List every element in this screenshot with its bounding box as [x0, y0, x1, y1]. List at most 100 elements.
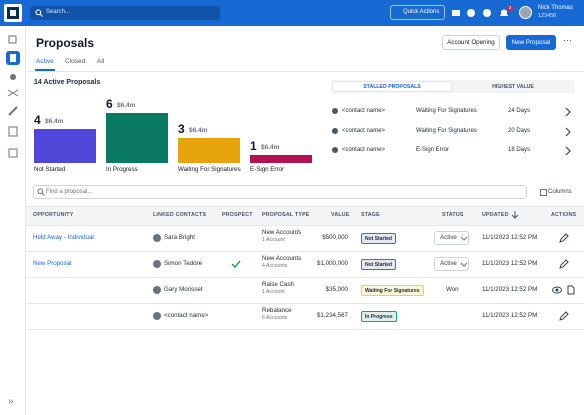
status-dropdown[interactable] [434, 231, 469, 245]
search-placeholder: Search... [46, 9, 71, 15]
summary-title: 14 Active Proposals [34, 79, 101, 86]
action-edit[interactable] [559, 233, 569, 243]
tab[interactable]: Closed [65, 58, 86, 65]
column-header: ACTIONS [551, 212, 577, 218]
tab[interactable]: Active [36, 58, 54, 65]
bar-label: E-Sign Error [250, 166, 285, 173]
contact-avatar [153, 234, 161, 242]
updated: 11/1/2023 12:52 PM [482, 260, 538, 267]
row-divider [26, 329, 584, 330]
header-button[interactable]: Account Opening [442, 35, 500, 50]
search-icon [35, 9, 43, 17]
updated: 11/1/2023 12:52 PM [482, 312, 538, 319]
proposal-type: New Accounts [262, 255, 302, 262]
stalled-contact: <contact name> [342, 108, 386, 114]
column-header: PROSPECT [222, 212, 253, 218]
value: $1,234,567 [317, 312, 348, 319]
contact-name: Simon Tedore [164, 260, 203, 267]
more-menu[interactable]: ··· [563, 35, 572, 45]
stalled-status: Waiting For Signatures [416, 127, 477, 134]
bar[interactable] [250, 154, 312, 163]
contact-name: Gary Morisset [164, 286, 203, 293]
updated: 11/1/2023 12:52 PM [482, 286, 538, 293]
header-button[interactable]: New Proposal [506, 35, 556, 50]
status-dropdown[interactable] [434, 257, 469, 271]
bar[interactable] [178, 137, 240, 163]
action-view[interactable] [552, 285, 562, 295]
proposal-type: New Accounts [262, 229, 302, 236]
user-id: 123456 [538, 13, 557, 19]
quick-actions-button[interactable] [390, 5, 445, 20]
row-divider [26, 277, 584, 278]
row-divider [26, 251, 584, 252]
sidebar-icons[interactable] [6, 33, 20, 163]
divider [26, 71, 584, 72]
find-box[interactable] [33, 185, 527, 199]
action-edit[interactable] [559, 259, 569, 269]
stalled-tab[interactable]: HIGHEST VALUE [492, 83, 534, 90]
status: Won [446, 286, 459, 293]
dropdown-caret [460, 262, 468, 267]
dropdown-caret [460, 236, 468, 241]
column-header: OPPORTUNITY [33, 212, 74, 218]
contact-name: <contact name> [164, 312, 209, 319]
top-icons[interactable] [452, 8, 516, 18]
stage-badge: In Progress [361, 311, 397, 322]
bar-count: 3 [178, 121, 185, 136]
value: $1,000,000 [317, 260, 348, 267]
status: Active [440, 260, 457, 267]
contact-avatar [153, 286, 161, 294]
sort-arrow [511, 211, 519, 219]
updated: 11/1/2023 12:52 PM [482, 234, 538, 241]
bar-label: Waiting For Signatures [178, 166, 241, 173]
stalled-days: 20 Days [508, 127, 531, 134]
action-document[interactable] [566, 285, 576, 295]
stalled-contact: <contact name> [342, 147, 386, 153]
bar[interactable] [34, 129, 96, 163]
stalled-status: Waiting For Signatures [416, 108, 477, 114]
chevron[interactable] [563, 127, 573, 137]
opportunity-link[interactable]: Held Away - Individual [33, 234, 94, 241]
bar-count: 1 [250, 138, 257, 153]
opportunity-link[interactable]: New Proposal [33, 260, 72, 267]
bar-amount: $6.4m [45, 118, 64, 126]
proposal-type: Raise Cash [262, 281, 294, 288]
chevron[interactable] [563, 146, 573, 156]
account-count: 1 Account [262, 289, 285, 295]
contact-avatar [332, 127, 338, 134]
stalled-tab[interactable]: STALLED PROPOSALS [363, 83, 421, 90]
find-icon [37, 188, 45, 196]
status: Active [440, 234, 457, 241]
columns-icon [540, 189, 547, 196]
stalled-days: 18 Days [508, 147, 531, 153]
user-name: Nick Thomas [538, 5, 573, 11]
search-box[interactable] [30, 6, 220, 20]
table-header [26, 206, 584, 226]
action-edit[interactable] [559, 311, 569, 321]
sidebar [0, 26, 26, 415]
sidebar-expand[interactable]: » [8, 396, 14, 407]
column-header[interactable]: UPDATED [482, 212, 509, 218]
column-header: PROPOSAL TYPE [262, 212, 310, 218]
row-divider [26, 303, 584, 304]
stalled-tab-active [333, 82, 451, 91]
tab-underline [35, 69, 55, 71]
logo[interactable] [4, 4, 22, 22]
account-count: 1 Account [262, 237, 285, 243]
columns-button[interactable]: Columns [548, 189, 572, 195]
quick-actions-label: Quick Actions [403, 9, 440, 15]
tab[interactable]: All [97, 58, 105, 65]
column-header: VALUE [331, 212, 350, 218]
notification-badge: 3 [507, 5, 513, 11]
contact-avatar [332, 108, 338, 114]
bar[interactable] [106, 112, 168, 163]
chevron[interactable] [563, 107, 573, 117]
bar-amount: $6.4m [189, 126, 208, 134]
avatar[interactable] [519, 6, 532, 19]
value: $35,000 [325, 286, 348, 293]
page-title: Proposals [36, 36, 95, 50]
stage-badge: Not Started [361, 233, 396, 244]
contact-avatar [332, 147, 338, 153]
stalled-status: E-Sign Error [416, 147, 450, 153]
